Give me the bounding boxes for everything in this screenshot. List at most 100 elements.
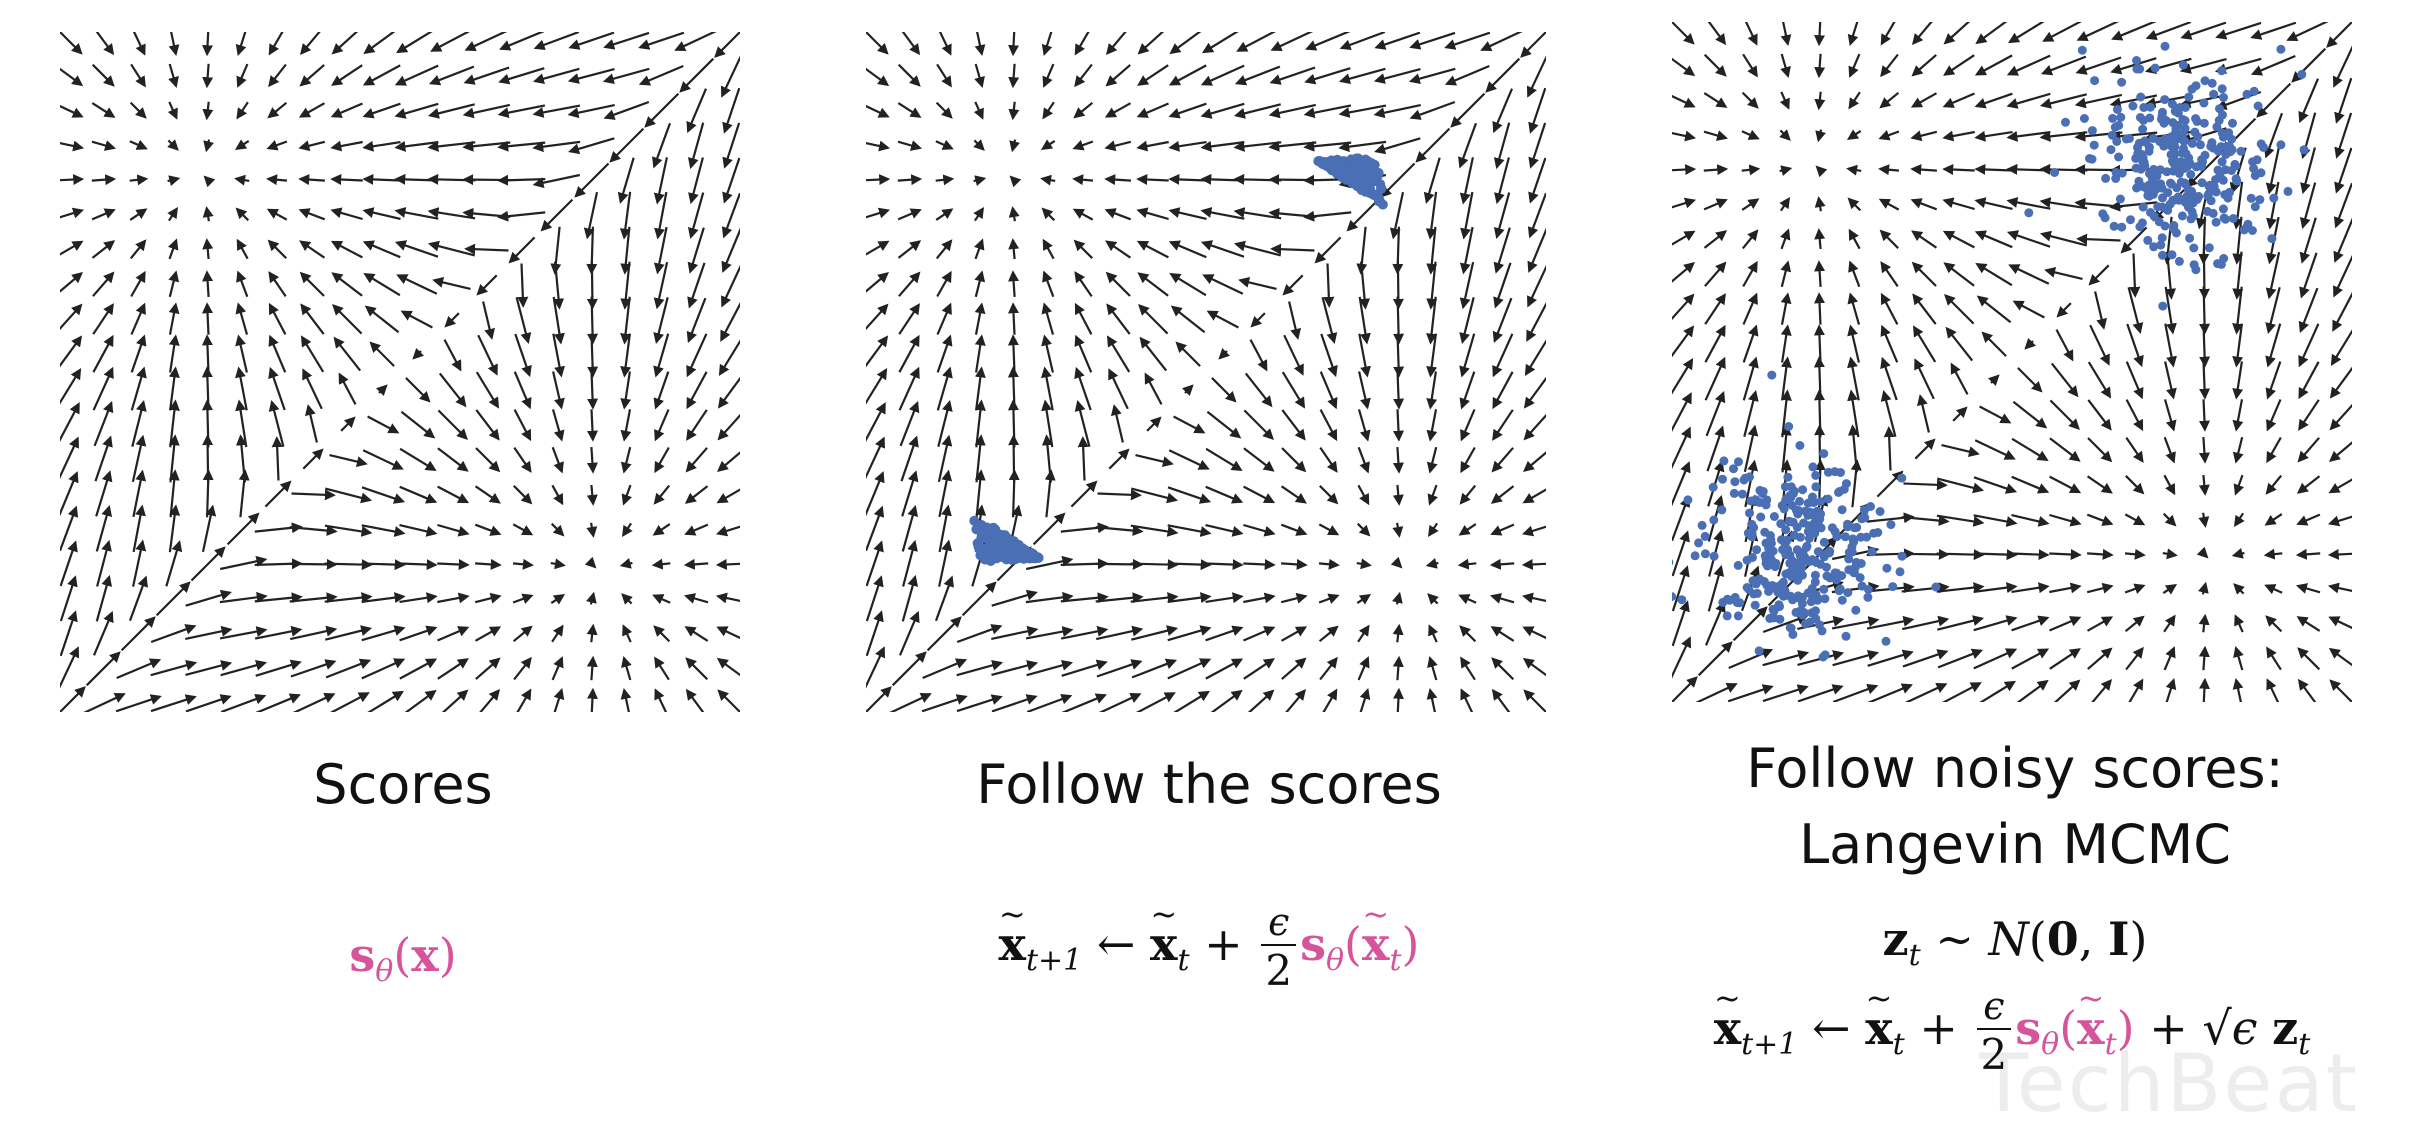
field-arrow (1831, 616, 1880, 630)
sample-point (1747, 519, 1757, 529)
sample-point (1739, 475, 1749, 485)
sample-point (2139, 103, 2149, 112)
sample-point (1857, 514, 1867, 524)
field-arrow (716, 657, 740, 677)
sample-point (2144, 191, 2154, 201)
sample-point (1767, 370, 1777, 380)
sample-point (1810, 577, 1820, 587)
sample-point (2150, 63, 2160, 73)
field-arrow (653, 333, 670, 378)
field-arrow (2198, 437, 2210, 464)
field-arrow (1974, 92, 2013, 109)
field-arrow (621, 655, 632, 681)
field-arrow (1108, 368, 1129, 410)
field-arrow (1814, 91, 1826, 111)
field-arrow (1832, 683, 1879, 702)
field-arrow (1318, 558, 1340, 570)
field-arrow (938, 32, 952, 56)
field-arrow (2295, 548, 2321, 560)
field-arrow (396, 32, 433, 54)
sample-point (1719, 456, 1729, 466)
sample-point (1700, 549, 1710, 559)
field-arrow (1936, 582, 1985, 594)
formula-noise: zt ∼ N(0, I) (1882, 912, 2148, 973)
field-arrow (1973, 615, 2018, 632)
sample-point (1799, 518, 1809, 528)
sample-point (2259, 142, 2268, 152)
sample-point (1832, 532, 1842, 542)
field-arrow (1672, 392, 1692, 433)
field-arrow (1460, 191, 1474, 240)
field-arrow (1374, 32, 1421, 50)
field-arrow (644, 92, 680, 128)
field-arrow (1409, 32, 1456, 50)
sample-point (1709, 515, 1719, 525)
field-arrow (1880, 261, 1899, 288)
field-arrow (2091, 679, 2113, 702)
field-arrow (1973, 476, 2018, 494)
field-arrow (2266, 181, 2280, 230)
field-arrow (620, 687, 632, 712)
field-arrow (60, 104, 84, 118)
field-arrow (1426, 333, 1438, 378)
sample-point (1797, 599, 1807, 609)
sample-point (1837, 595, 1847, 605)
sample-point (1835, 584, 1845, 594)
field-arrow (2040, 55, 2087, 76)
field-arrow (1169, 272, 1207, 297)
field-arrow (362, 102, 401, 119)
field-arrow (1357, 409, 1371, 442)
sample-point (2209, 89, 2219, 99)
field-arrow (991, 694, 1038, 712)
field-arrow (1358, 371, 1371, 410)
field-arrow (513, 446, 532, 473)
field-arrow (268, 32, 284, 56)
field-arrow (1218, 347, 1231, 360)
field-arrow (2299, 182, 2317, 230)
field-arrow (922, 658, 968, 680)
field-arrow (298, 174, 325, 186)
field-arrow (2042, 22, 2083, 42)
field-arrow (168, 238, 179, 260)
field-arrow (1741, 91, 1759, 109)
field-arrow (2295, 583, 2321, 594)
score-field-plot (60, 32, 740, 712)
field-arrow (1380, 162, 1416, 198)
sample-point (2107, 130, 2117, 140)
field-arrow (1459, 625, 1477, 643)
field-arrow (363, 32, 396, 55)
field-arrow (1952, 406, 1968, 422)
field-arrow (973, 175, 987, 186)
field-arrow (1492, 297, 1513, 344)
field-arrow (1703, 92, 1728, 108)
field-arrow (866, 240, 890, 256)
field-arrow (1205, 447, 1243, 472)
field-arrow (2266, 678, 2280, 702)
field-arrow (2145, 22, 2192, 41)
field-arrow (1974, 230, 2013, 249)
field-arrow (1815, 165, 1828, 178)
field-arrow (1167, 559, 1212, 571)
field-arrow (1814, 53, 1826, 79)
field-arrow (1491, 688, 1511, 712)
field-arrow (298, 208, 326, 221)
sample-point (1801, 542, 1811, 552)
sample-point (2167, 250, 2177, 260)
sample-point (2219, 213, 2229, 223)
field-arrow (1703, 130, 1729, 141)
sample-point (1837, 571, 1847, 581)
field-arrow (266, 174, 288, 186)
field-arrow (1173, 690, 1210, 712)
field-arrow (1779, 129, 1791, 141)
sample-point (1819, 537, 1829, 547)
field-arrow (266, 208, 288, 221)
field-arrow (1131, 487, 1179, 504)
field-arrow (1009, 175, 1022, 188)
field-arrow (1460, 409, 1476, 442)
field-arrow (2299, 217, 2317, 264)
field-arrow (2198, 581, 2209, 595)
field-arrow (1490, 485, 1515, 504)
field-arrow (891, 651, 927, 687)
field-arrow (437, 409, 468, 440)
field-arrow (475, 657, 501, 680)
